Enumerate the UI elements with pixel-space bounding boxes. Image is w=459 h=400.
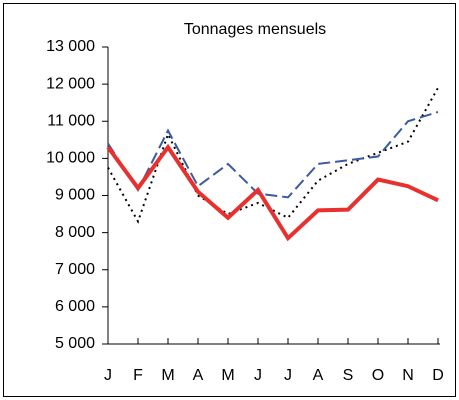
x-tick-label: F xyxy=(133,367,143,384)
x-tick-label: S xyxy=(343,367,354,384)
frame xyxy=(3,3,456,397)
y-tick-label: 5 000 xyxy=(55,335,95,352)
series-line xyxy=(106,143,439,242)
y-tick-label: 13 000 xyxy=(46,38,95,55)
y-tick-label: 8 000 xyxy=(55,224,95,241)
y-tick-label: 7 000 xyxy=(55,261,95,278)
x-tick-label: A xyxy=(193,367,204,384)
x-tick-label: A xyxy=(313,367,324,384)
y-tick-label: 6 000 xyxy=(55,298,95,315)
chart-title: Tonnages mensuels xyxy=(184,21,326,38)
y-tick-label: 9 000 xyxy=(55,187,95,204)
x-tick-label: N xyxy=(402,367,414,384)
x-tick-label: M xyxy=(221,367,234,384)
x-tick-label: J xyxy=(104,367,112,384)
x-tick-label: M xyxy=(161,367,174,384)
y-tick-label: 11 000 xyxy=(47,112,95,129)
x-tick-label: J xyxy=(254,367,262,384)
series-line xyxy=(107,111,439,199)
x-tick-label: O xyxy=(372,367,384,384)
x-tick-label: D xyxy=(432,367,444,384)
y-tick-label: 12 000 xyxy=(46,75,95,92)
y-tick-label: 10 000 xyxy=(46,150,95,167)
x-tick-label: J xyxy=(284,367,292,384)
